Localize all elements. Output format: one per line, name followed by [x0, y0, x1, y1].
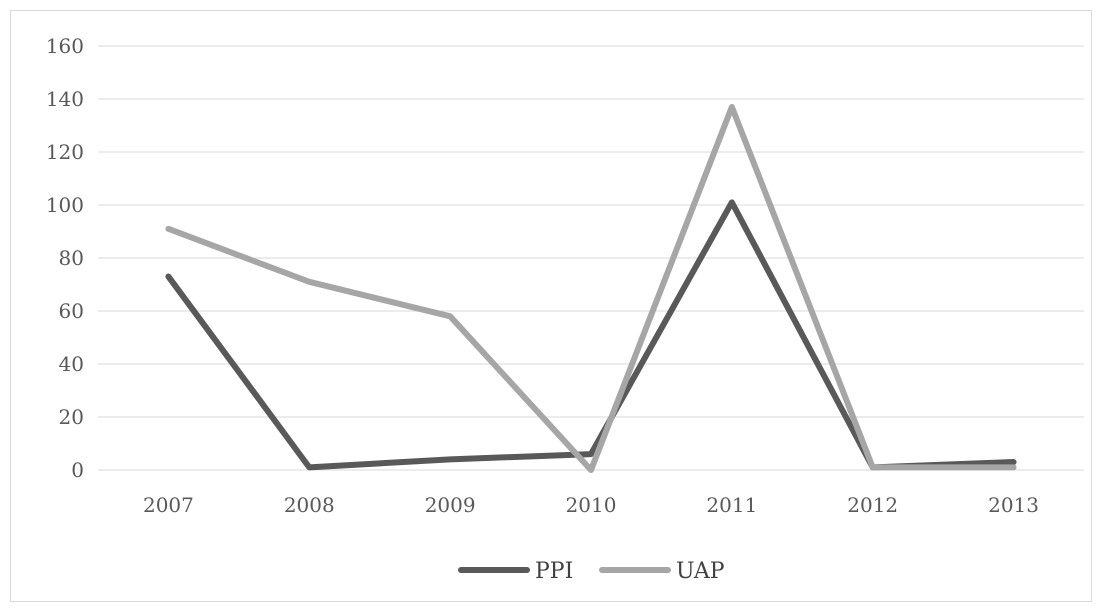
x-tick-label: 2009	[425, 493, 476, 517]
series-line-ppi	[165, 199, 1017, 471]
x-tick-label: 2013	[988, 493, 1039, 517]
y-tick-label: 60	[59, 299, 84, 323]
y-tick-label: 80	[59, 246, 84, 270]
y-tick-label: 160	[46, 34, 84, 58]
series-lines	[165, 103, 1017, 473]
legend-label-ppi: PPI	[535, 559, 573, 584]
y-tick-label: 20	[59, 405, 84, 429]
x-tick-label: 2011	[706, 493, 757, 517]
legend: PPI UAP	[458, 559, 725, 584]
y-tick-label: 100	[46, 193, 84, 217]
x-axis-ticks: 2007 2008 2009 2010 2011 2012 2013	[143, 493, 1039, 517]
y-axis-ticks: 0 20 40 60 80 100 120 140 160	[46, 34, 84, 482]
x-tick-label: 2007	[143, 493, 194, 517]
legend-label-uap: UAP	[676, 559, 725, 584]
y-tick-label: 120	[46, 140, 84, 164]
x-tick-label: 2008	[284, 493, 335, 517]
x-tick-label: 2012	[847, 493, 898, 517]
y-tick-label: 0	[71, 458, 84, 482]
series-line-uap	[165, 103, 1017, 473]
y-tick-label: 140	[46, 87, 84, 111]
y-tick-label: 40	[59, 352, 84, 376]
x-tick-label: 2010	[566, 493, 617, 517]
